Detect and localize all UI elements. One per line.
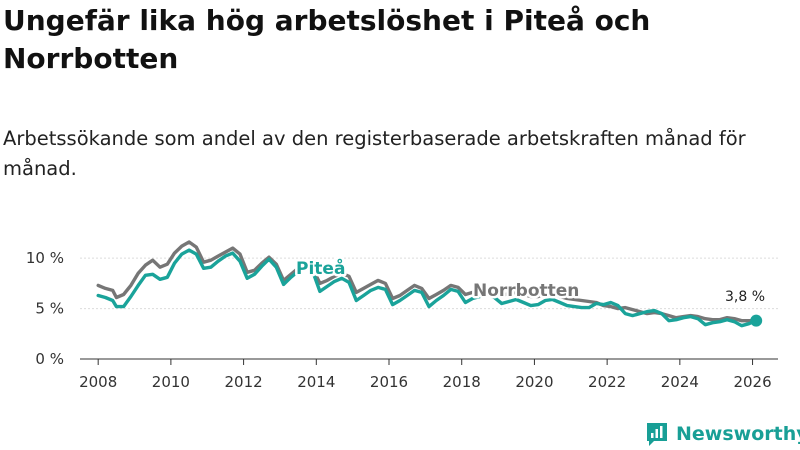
newsworthy-brand[interactable]: Newsworthy: [645, 420, 800, 448]
x-tick-label: 2012: [225, 373, 263, 391]
x-axis: 2008 2010 2012 2014 2016 2018 2020 2022 2024 2026: [79, 358, 778, 391]
series-labels: Piteå Norrbotten 3,8 %: [294, 255, 766, 306]
series-line-pite-: [96, 248, 758, 328]
x-tick-label: 2020: [515, 373, 553, 391]
end-value-label: 3,8 %: [725, 289, 765, 305]
series-lines: [96, 240, 763, 328]
y-tick-label: 0 %: [35, 350, 64, 368]
line-chart: 0 %5 %10 % 2008 2010 2012 2014 2016 2018 2020 2…: [26, 240, 778, 391]
x-tick-label: 2010: [152, 373, 190, 391]
x-tick-label: 2024: [661, 373, 699, 391]
newsworthy-logo-icon: [647, 423, 667, 446]
x-tick-label: 2026: [733, 373, 771, 391]
x-tick-label: 2018: [443, 373, 481, 391]
gridlines: [80, 257, 778, 310]
y-tick-label: 5 %: [35, 300, 64, 318]
chart-subtitle: Arbetssökande som andel av den registerb…: [3, 127, 746, 180]
norrbotten-label: Norrbotten: [473, 281, 579, 301]
end-point-marker: [750, 314, 763, 327]
chart-title: Ungefär lika hög arbetslöshet i Piteå oc…: [3, 4, 651, 75]
x-tick-label: 2016: [370, 373, 408, 391]
x-tick-label: 2022: [588, 373, 626, 391]
y-tick-label: 10 %: [26, 249, 64, 267]
brand-name: Newsworthy: [676, 423, 800, 445]
y-axis-labels: 0 % 5 % 10 %: [26, 249, 64, 368]
x-tick-label: 2008: [79, 373, 117, 391]
x-tick-label: 2014: [297, 373, 335, 391]
pitea-label: Piteå: [296, 257, 345, 279]
